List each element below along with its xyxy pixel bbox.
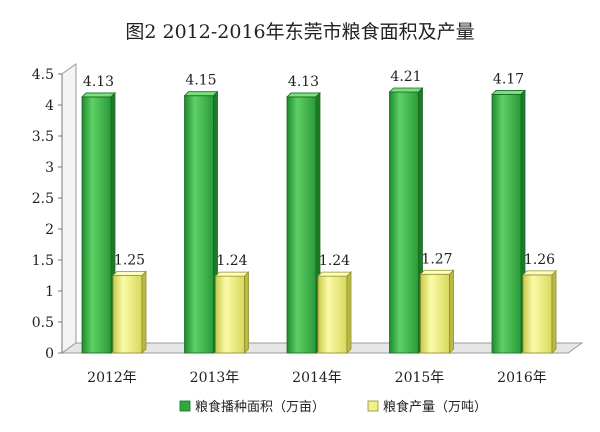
y-tick-label: 2.5	[32, 191, 54, 207]
y-tick-label: 0.5	[32, 315, 54, 331]
data-label: 4.13	[288, 74, 319, 90]
y-tick-label: 3	[45, 160, 54, 176]
output-bar-side	[346, 271, 352, 354]
data-label: 4.15	[185, 73, 216, 89]
y-tick-label: 3.5	[32, 129, 54, 145]
data-label: 4.17	[493, 71, 524, 87]
data-label: 1.24	[216, 253, 247, 269]
output-bar-top	[214, 271, 250, 277]
x-tick-label: 2015年	[395, 370, 445, 386]
x-tick-label: 2013年	[190, 370, 240, 386]
plot-area: 0 0.5 1 1.5 2 2.5 3 3.5 4 4.5 4.13 1.25 2012年 4.15 1.2…	[32, 63, 584, 386]
chart-title: 图2 2012-2016年东莞市粮食面积及产量	[125, 21, 474, 43]
output-bar	[420, 273, 450, 354]
legend-label: 粮食播种面积（万亩）	[195, 399, 325, 415]
output-bar-top	[317, 271, 352, 277]
x-tick-label: 2014年	[292, 370, 342, 386]
area-bar	[184, 95, 214, 354]
output-bar	[112, 275, 143, 354]
output-bar-side	[449, 269, 454, 354]
data-label: 1.25	[114, 253, 145, 269]
legend-swatch	[179, 400, 191, 412]
output-bar-side	[141, 270, 147, 354]
area-bar-top	[491, 90, 526, 95]
area-bar	[81, 96, 112, 354]
data-label: 1.27	[421, 251, 452, 267]
area-bar	[491, 94, 522, 354]
legend: 粮食播种面积（万亩） 粮食产量（万吨）	[179, 399, 487, 415]
area-bar-top	[183, 91, 219, 97]
output-bar-top	[419, 269, 455, 275]
data-label: 1.24	[319, 253, 350, 269]
output-bar	[215, 275, 245, 354]
y-tick-label: 1	[45, 284, 54, 300]
output-bar-side	[551, 269, 557, 354]
y-tick-label: 0	[45, 346, 54, 362]
y-tick-label: 1.5	[32, 253, 54, 269]
area-bar-top	[388, 87, 424, 93]
y-tick-label: 2	[45, 222, 54, 238]
area-bar	[389, 91, 419, 354]
legend-swatch	[367, 400, 379, 412]
data-label: 1.26	[524, 252, 555, 268]
x-tick-label: 2012年	[87, 370, 137, 386]
x-tick-label: 2016年	[497, 370, 547, 386]
data-label: 4.13	[83, 74, 114, 90]
y-tick-label: 4.5	[32, 67, 54, 83]
output-bar-side	[244, 271, 249, 354]
left-wall	[61, 63, 77, 354]
output-bar-top	[522, 270, 557, 276]
area-bar-top	[81, 92, 116, 98]
area-bar	[286, 96, 317, 354]
area-bar-top	[286, 92, 321, 98]
output-bar	[522, 274, 553, 354]
output-bar	[317, 275, 348, 354]
legend-label: 粮食产量（万吨）	[383, 399, 487, 415]
data-label: 4.21	[390, 69, 421, 85]
y-tick-label: 4	[45, 98, 54, 114]
output-bar-top	[112, 271, 147, 276]
